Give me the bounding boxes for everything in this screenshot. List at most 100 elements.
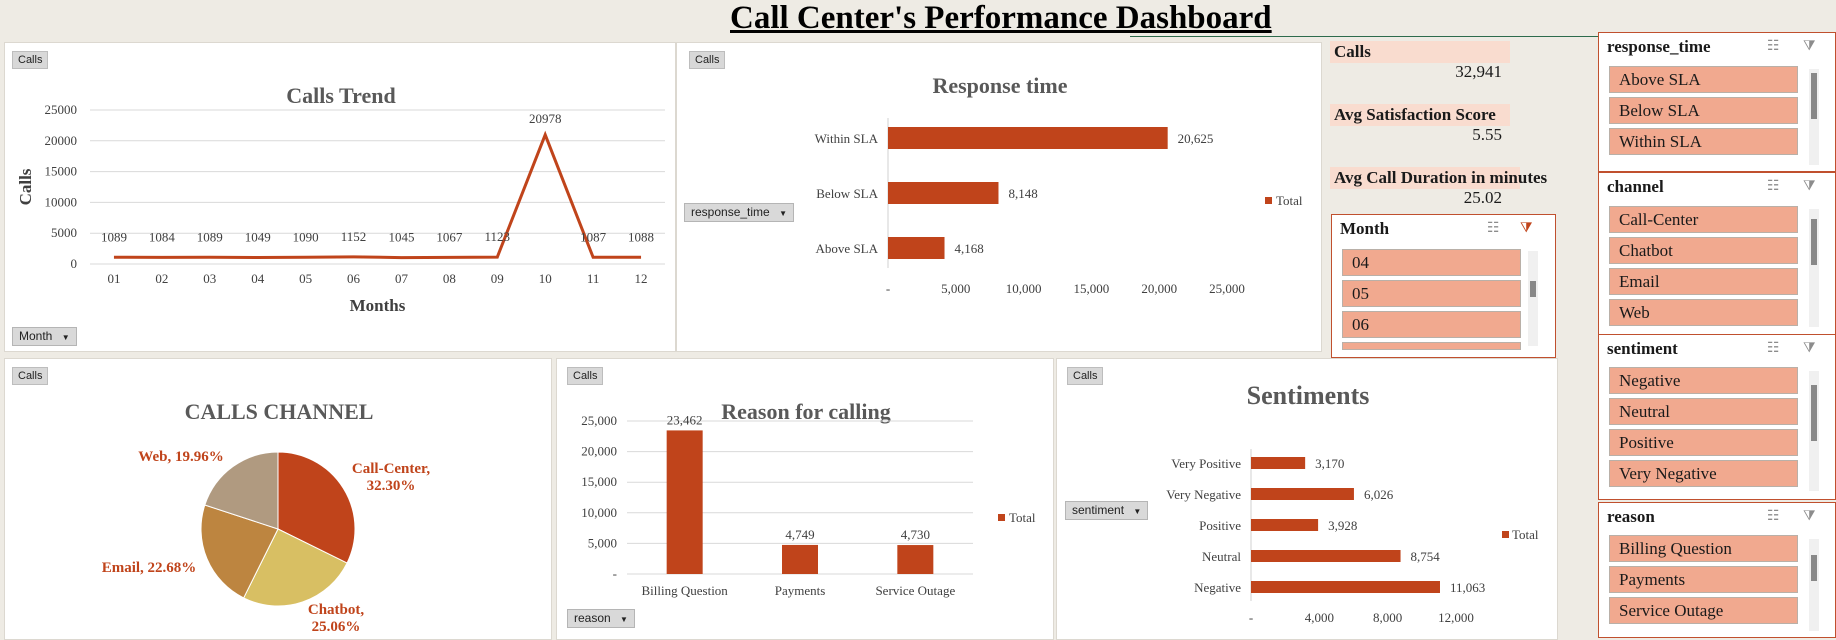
bar: [666, 430, 703, 574]
x-tick-label: 20,000: [1141, 281, 1177, 296]
series-line: [113, 130, 642, 260]
y-tick-label: 20000: [45, 133, 78, 148]
data-label: 3,928: [1328, 518, 1357, 533]
bar: [888, 127, 1168, 149]
slicer-item-sentiment[interactable]: Neutral: [1609, 398, 1798, 425]
y-tick-label: -: [613, 566, 617, 581]
x-tick-label: 05: [299, 271, 312, 286]
data-label: 6,026: [1364, 487, 1394, 502]
slicer-item-sentiment[interactable]: Negative: [1609, 367, 1798, 394]
sentiment-filter-button[interactable]: sentiment ▼: [1065, 501, 1149, 520]
x-tick-label: 8,000: [1373, 610, 1402, 625]
channel-slicer-title: channel: [1607, 177, 1664, 196]
calls-field-tag[interactable]: Calls: [689, 51, 726, 69]
y-tick-label: 25,000: [581, 413, 617, 428]
scrollbar-thumb[interactable]: [1811, 385, 1817, 441]
multi-select-icon[interactable]: ☷: [1767, 340, 1780, 356]
multi-select-icon[interactable]: ☷: [1767, 38, 1780, 54]
data-label: 8,148: [1008, 186, 1037, 201]
slicer-item-channel[interactable]: Call-Center: [1609, 206, 1798, 233]
x-tick-label: 01: [107, 271, 120, 286]
sentiment-filter-label: sentiment: [1072, 503, 1125, 517]
response-time-slicer: response_time ☷ ⧩ Above SLA Below SLA Wi…: [1598, 32, 1836, 172]
slicer-item-response-time[interactable]: Above SLA: [1609, 66, 1798, 93]
sentiment-slicer-title: sentiment: [1607, 339, 1678, 358]
kpi-satisfaction-value: 5.55: [1472, 125, 1502, 144]
slicer-item-sentiment[interactable]: Very Negative: [1609, 460, 1798, 487]
sentiment-slicer: sentiment ☷ ⧩ Negative Neutral Positive …: [1598, 334, 1836, 500]
slicer-item-month[interactable]: 04: [1342, 249, 1521, 276]
x-tick-label: 08: [443, 271, 456, 286]
slicer-item-reason[interactable]: Billing Question: [1609, 535, 1798, 562]
slicer-item-response-time[interactable]: Below SLA: [1609, 97, 1798, 124]
slicer-item-channel[interactable]: Web: [1609, 299, 1798, 326]
bar: [888, 182, 999, 204]
clear-filter-icon[interactable]: ⧩: [1803, 38, 1816, 54]
x-tick-label: 07: [395, 271, 409, 286]
x-tick-label: 4,000: [1305, 610, 1334, 625]
x-tick-label: 09: [491, 271, 504, 286]
month-slicer-title: Month: [1340, 219, 1390, 238]
multi-select-icon[interactable]: ☷: [1767, 178, 1780, 194]
slicer-item-reason[interactable]: Service Outage: [1609, 597, 1798, 624]
clear-filter-icon[interactable]: ⧩: [1520, 220, 1533, 236]
reason-chart: - 5,000 10,000 15,000 20,000 25,000 23,462 Bill…: [581, 412, 1036, 598]
slice-label: Email, 22.68%: [102, 560, 197, 576]
reason-slicer-scrollbar[interactable]: [1809, 539, 1819, 631]
x-tick-label: 15,000: [1074, 281, 1110, 296]
clear-filter-icon[interactable]: ⧩: [1803, 340, 1816, 356]
scrollbar-thumb[interactable]: [1811, 219, 1817, 265]
multi-select-icon[interactable]: ☷: [1487, 220, 1500, 236]
calls-trend-panel: Calls Calls Trend 0 5000 10000 15000 20000 25…: [4, 42, 676, 352]
category-label: Neutral: [1202, 549, 1241, 564]
data-label: 4,168: [955, 241, 984, 256]
reason-slicer: reason ☷ ⧩ Billing Question Payments Ser…: [1598, 502, 1836, 638]
x-tick-label: 12: [635, 271, 648, 286]
month-slicer-scrollbar[interactable]: [1528, 251, 1538, 346]
scrollbar-thumb[interactable]: [1530, 281, 1536, 297]
calls-field-tag[interactable]: Calls: [1067, 367, 1104, 385]
x-tick-label: 5,000: [941, 281, 970, 296]
data-label: 1088: [628, 229, 654, 244]
data-label: 20978: [529, 111, 562, 126]
y-tick-label: 20,000: [581, 444, 617, 459]
scrollbar-thumb[interactable]: [1811, 555, 1817, 581]
channel-slicer: channel ☷ ⧩ Call-Center Chatbot Email We…: [1598, 172, 1836, 337]
slicer-item-month[interactable]: 06: [1342, 311, 1521, 338]
multi-select-icon[interactable]: ☷: [1767, 508, 1780, 524]
clear-filter-icon[interactable]: ⧩: [1803, 178, 1816, 194]
calls-field-tag[interactable]: Calls: [12, 367, 49, 385]
slicer-item-partial[interactable]: [1342, 342, 1521, 350]
category-label: Very Negative: [1166, 487, 1241, 502]
slicer-item-response-time[interactable]: Within SLA: [1609, 128, 1798, 155]
category-label: Within SLA: [815, 131, 879, 146]
pie-slice: [277, 451, 356, 564]
response-time-filter-button[interactable]: response_time ▼: [684, 203, 794, 222]
slicer-item-channel[interactable]: Chatbot: [1609, 237, 1798, 264]
legend-label: Total: [1276, 193, 1303, 208]
x-tick-label: 03: [203, 271, 216, 286]
slicer-item-channel[interactable]: Email: [1609, 268, 1798, 295]
kpi-duration-value: 25.02: [1463, 188, 1502, 207]
channel-slicer-scrollbar[interactable]: [1809, 209, 1819, 327]
category-label: Above SLA: [816, 241, 879, 256]
slice-label: Chatbot,: [308, 602, 365, 618]
clear-filter-icon[interactable]: ⧩: [1803, 508, 1816, 524]
category-label: Very Positive: [1171, 456, 1241, 471]
bar: [1251, 488, 1354, 500]
y-tick-label: 15000: [45, 164, 78, 179]
x-tick-label: Service Outage: [875, 583, 955, 598]
response-time-slicer-scrollbar[interactable]: [1809, 69, 1819, 165]
calls-field-tag[interactable]: Calls: [567, 367, 604, 385]
slicer-item-reason[interactable]: Payments: [1609, 566, 1798, 593]
slicer-item-month[interactable]: 05: [1342, 280, 1521, 307]
reason-filter-button[interactable]: reason ▼: [567, 609, 635, 628]
month-filter-button[interactable]: Month ▼: [12, 327, 77, 346]
sentiment-slicer-scrollbar[interactable]: [1809, 371, 1819, 491]
scrollbar-thumb[interactable]: [1811, 73, 1817, 119]
calls-trend-chart: 0 5000 10000 15000 20000 25000 Calls Months 01 02…: [16, 102, 665, 315]
slicer-item-sentiment[interactable]: Positive: [1609, 429, 1798, 456]
calls-field-tag[interactable]: Calls: [12, 51, 49, 69]
x-tick-label: -: [886, 281, 890, 296]
x-tick-label: 10,000: [1006, 281, 1042, 296]
